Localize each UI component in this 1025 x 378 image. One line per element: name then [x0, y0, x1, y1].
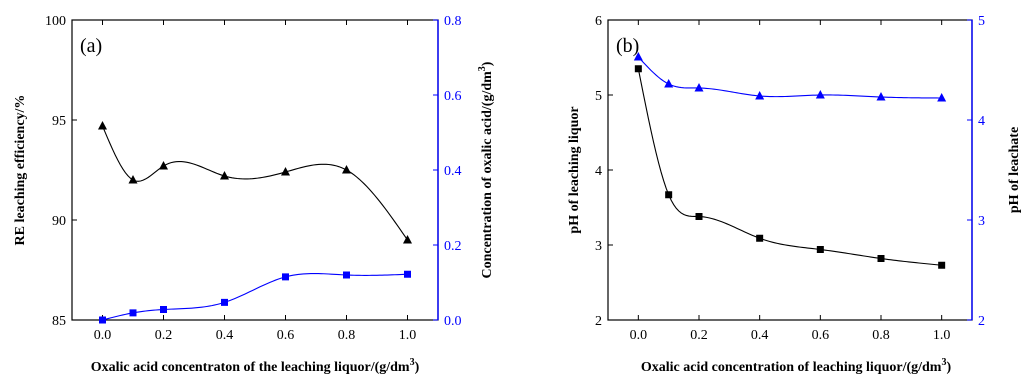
data-point-triangle — [937, 93, 947, 102]
x-tick-label: 0.4 — [216, 328, 234, 343]
y-left-tick-label: 85 — [52, 314, 66, 329]
chart-panel-a: (a) 0.0 0.2 0.4 0.6 0.8 1.0 85 90 95 100 0.0 0.2 0.4… — [13, 14, 495, 375]
x-tick-label: 0.0 — [630, 328, 648, 343]
y-right-tick-label: 2 — [978, 314, 985, 329]
y-left-tick-label: 4 — [595, 164, 602, 179]
axis-ticks: 0.0 0.2 0.4 0.6 0.8 1.0 85 90 95 100 0.0 0.2 0.4 0.6 0… — [45, 14, 462, 343]
x-tick-label: 0.6 — [277, 328, 295, 343]
data-point-triangle — [220, 171, 229, 180]
data-point-square — [160, 306, 167, 313]
series-curve — [637, 68, 942, 266]
plot-frame — [607, 19, 973, 321]
data-points — [633, 52, 947, 269]
data-point-triangle — [342, 165, 351, 174]
data-point-square — [343, 271, 350, 279]
x-axis-title: Oxalic acid concentration of leaching li… — [641, 357, 952, 375]
y-left-tick-label: 6 — [595, 14, 602, 29]
data-point-triangle — [98, 121, 107, 130]
x-tick-label: 1.0 — [399, 328, 417, 343]
data-point-square — [938, 261, 946, 269]
x-tick-label: 0.6 — [812, 328, 830, 343]
y-right-tick-label: 0.0 — [444, 314, 462, 329]
y-left-tick-label: 5 — [595, 89, 602, 104]
fitted-curves — [637, 56, 942, 266]
data-point-square — [695, 213, 703, 220]
data-point-triangle — [159, 161, 168, 170]
data-point-square — [282, 273, 289, 281]
series-curve — [101, 125, 408, 241]
data-point-square — [756, 234, 764, 242]
series-curve — [637, 56, 942, 99]
data-point-square — [99, 316, 106, 324]
y-left-tick-label: 95 — [52, 114, 66, 129]
y-left-tick-label: 90 — [52, 214, 66, 229]
data-point-square — [816, 246, 824, 253]
data-points — [98, 121, 412, 324]
axis-ticks: 0.0 0.2 0.4 0.6 0.8 1.0 2 3 4 5 6 2 3 4 5 — [595, 14, 985, 343]
x-tick-label: 0.4 — [751, 328, 769, 343]
x-tick-label: 0.2 — [155, 328, 173, 343]
y-right-tick-label: 0.2 — [444, 239, 462, 254]
y-right-tick-label: 4 — [978, 114, 985, 129]
y-right-tick-label: 3 — [978, 214, 985, 229]
series-curve — [102, 273, 408, 321]
panel-label: (a) — [80, 35, 102, 57]
x-tick-label: 0.8 — [872, 328, 890, 343]
x-tick-label: 1.0 — [933, 328, 951, 343]
x-tick-label: 0.2 — [690, 328, 708, 343]
y-left-tick-label: 2 — [595, 314, 602, 329]
data-point-triangle — [876, 92, 886, 101]
data-point-triangle — [128, 175, 138, 184]
y-axis-right-title: pH of leachate — [1007, 127, 1022, 213]
x-tick-label: 0.8 — [338, 328, 356, 343]
data-point-triangle — [755, 91, 765, 100]
y-right-tick-label: 5 — [978, 14, 985, 29]
data-point-triangle — [694, 83, 704, 92]
x-tick-label: 0.0 — [94, 328, 112, 343]
y-axis-left-title: RE leaching efficiency/% — [13, 95, 28, 246]
y-right-tick-label: 0.6 — [444, 89, 462, 104]
data-point-triangle — [815, 90, 825, 99]
chart-panel-b: (b) 0.0 0.2 0.4 0.6 0.8 1.0 2 3 4 5 6 2 3 4 5 Oxalic a… — [567, 14, 1022, 375]
y-right-tick-label: 0.8 — [444, 14, 462, 29]
data-point-triangle — [403, 235, 412, 244]
data-point-square — [665, 191, 673, 199]
panel-label: (b) — [616, 35, 639, 57]
fitted-curves — [101, 125, 408, 321]
x-axis-title: Oxalic acid concentraton of the leaching… — [91, 357, 420, 375]
data-point-square — [221, 298, 228, 306]
y-left-tick-label: 3 — [595, 239, 602, 254]
data-point-triangle — [633, 52, 643, 61]
y-right-tick-label: 0.4 — [444, 164, 462, 179]
data-point-square — [634, 65, 642, 73]
y-axis-left-title: pH of leaching liquor — [567, 106, 582, 233]
y-left-tick-label: 100 — [45, 14, 66, 29]
y-axis-right-title: Concentration of oxalic acid/(g/dm3) — [477, 61, 495, 278]
data-point-triangle — [664, 79, 674, 88]
data-point-square — [129, 309, 137, 317]
data-point-square — [404, 270, 411, 278]
data-point-triangle — [281, 167, 290, 176]
data-point-square — [877, 255, 885, 262]
